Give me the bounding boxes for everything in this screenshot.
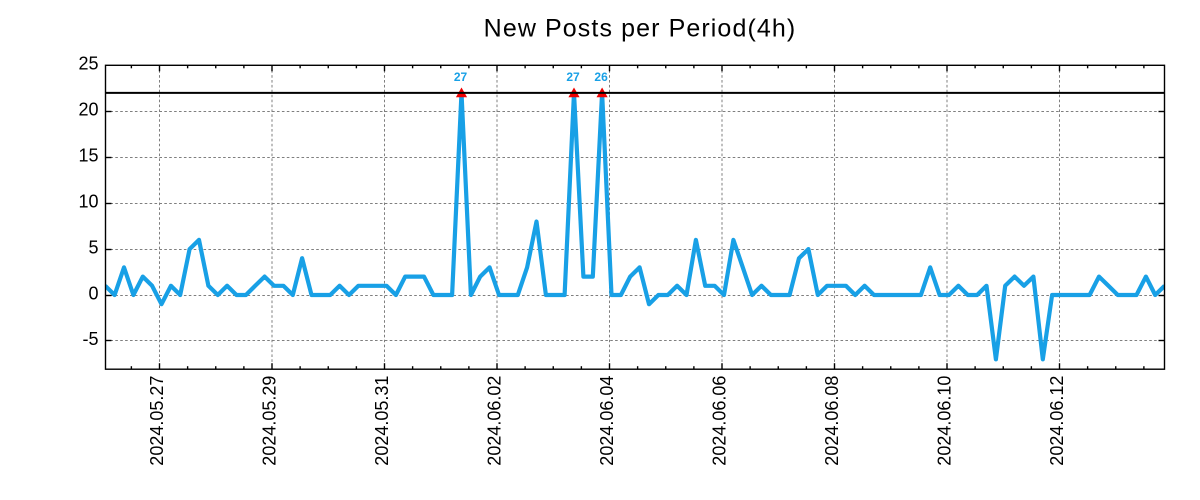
svg-text:-5: -5 (82, 329, 98, 349)
svg-text:27: 27 (454, 70, 468, 84)
svg-text:2024.06.08: 2024.06.08 (822, 376, 842, 466)
svg-text:2024.06.02: 2024.06.02 (485, 376, 505, 466)
svg-text:25: 25 (78, 54, 98, 74)
svg-text:New Posts per Period(4h): New Posts per Period(4h) (484, 15, 797, 43)
svg-text:27: 27 (566, 70, 580, 84)
svg-text:2024.06.10: 2024.06.10 (935, 376, 955, 466)
svg-text:0: 0 (88, 283, 98, 303)
svg-text:10: 10 (78, 191, 98, 211)
svg-text:20: 20 (78, 100, 98, 120)
svg-text:15: 15 (78, 146, 98, 166)
svg-text:2024.05.27: 2024.05.27 (147, 376, 167, 466)
svg-text:2024.05.31: 2024.05.31 (372, 376, 392, 466)
svg-text:5: 5 (88, 237, 98, 257)
svg-text:2024.06.12: 2024.06.12 (1047, 376, 1067, 466)
svg-text:2024.06.06: 2024.06.06 (710, 376, 730, 466)
svg-text:26: 26 (594, 70, 608, 84)
svg-text:2024.06.04: 2024.06.04 (597, 376, 617, 466)
svg-text:2024.05.29: 2024.05.29 (260, 376, 280, 466)
